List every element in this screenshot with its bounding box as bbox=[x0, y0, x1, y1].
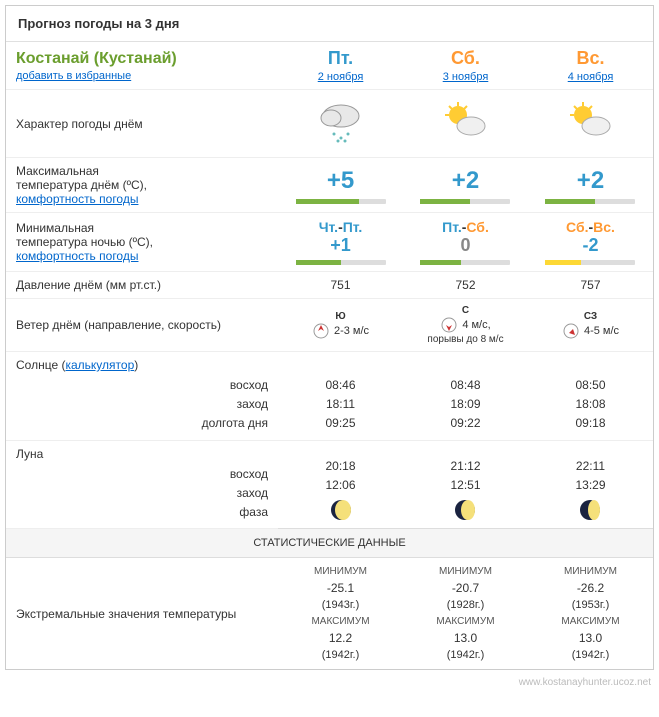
comfort-bar bbox=[296, 260, 386, 265]
pressure-value: 752 bbox=[403, 272, 528, 299]
comfort-bar bbox=[296, 199, 386, 204]
wind-dir: Ю bbox=[288, 311, 393, 322]
comfort-bar bbox=[545, 199, 635, 204]
stat-cell: МИНИМУМ -26.2 (1953г.) МАКСИМУМ 13.0 (19… bbox=[528, 558, 653, 670]
temp-value: +2 bbox=[413, 167, 518, 195]
wind-gust: порывы до 8 м/с bbox=[413, 334, 518, 345]
comfort-link[interactable]: комфортность погоды bbox=[16, 249, 138, 263]
moon-phase-icon bbox=[578, 498, 602, 522]
wind-dir: СЗ bbox=[538, 311, 643, 322]
row-label-sun: Солнце (калькулятор) восход заход долгот… bbox=[6, 352, 278, 441]
sun-data: 08:48 18:09 09:22 bbox=[403, 352, 528, 441]
maxtemp-cell: +5 bbox=[278, 158, 403, 213]
temp-value: -2 bbox=[538, 235, 643, 256]
mintemp-label2: температура ночью (ºС), bbox=[16, 235, 268, 249]
wind-value: 4-5 м/с bbox=[538, 322, 643, 340]
mintemp-label1: Минимальная bbox=[16, 221, 268, 235]
stats-header: СТАТИСТИЧЕСКИЕ ДАННЫЕ bbox=[6, 529, 653, 558]
stat-cell: МИНИМУМ -25.1 (1943г.) МАКСИМУМ 12.2 (19… bbox=[278, 558, 403, 670]
maxtemp-cell: +2 bbox=[403, 158, 528, 213]
sun-sub: восход bbox=[16, 376, 268, 395]
wind-dir: С bbox=[413, 305, 518, 316]
day-abbr: Сб. bbox=[413, 48, 518, 69]
compass-icon bbox=[562, 322, 580, 340]
wind-cell: Ю 2-3 м/с bbox=[278, 299, 403, 352]
temp-value: 0 bbox=[413, 235, 518, 256]
moon-data: 21:12 12:51 bbox=[403, 440, 528, 529]
moon-data: 20:18 12:06 bbox=[278, 440, 403, 529]
moon-data: 22:11 13:29 bbox=[528, 440, 653, 529]
moon-sub: фаза bbox=[16, 503, 268, 522]
moon-phase-icon bbox=[329, 498, 353, 522]
sunny-cloud-icon bbox=[563, 100, 617, 144]
watermark: www.kostanayhunter.ucoz.net bbox=[0, 675, 659, 690]
moon-phase-icon bbox=[453, 498, 477, 522]
weather-icon-cell bbox=[403, 90, 528, 158]
widget-title: Прогноз погоды на 3 дня bbox=[6, 6, 653, 42]
weather-icon-cell bbox=[278, 90, 403, 158]
wind-value: 2-3 м/с bbox=[288, 322, 393, 340]
stats-label: Экстремальные значения температуры bbox=[6, 558, 278, 670]
mintemp-cell: Сб.-Вс. -2 bbox=[528, 213, 653, 272]
row-label-character: Характер погоды днём bbox=[6, 90, 278, 158]
day-abbr: Вс. bbox=[538, 48, 643, 69]
night-range: Сб.-Вс. bbox=[538, 219, 643, 235]
mintemp-cell: Чт.-Пт. +1 bbox=[278, 213, 403, 272]
sun-sub: заход bbox=[16, 395, 268, 414]
stat-cell: МИНИМУМ -20.7 (1928г.) МАКСИМУМ 13.0 (19… bbox=[403, 558, 528, 670]
sunny-cloud-icon bbox=[438, 100, 492, 144]
city-name: Костанай (Кустанай) bbox=[16, 50, 268, 68]
row-label-maxtemp: Максимальная температура днём (ºС), комф… bbox=[6, 158, 278, 213]
mintemp-cell: Пт.-Сб. 0 bbox=[403, 213, 528, 272]
maxtemp-cell: +2 bbox=[528, 158, 653, 213]
sun-sub: долгота дня bbox=[16, 414, 268, 433]
location-cell: Костанай (Кустанай) добавить в избранные bbox=[6, 42, 278, 90]
add-favorite-link[interactable]: добавить в избранные bbox=[16, 70, 131, 82]
wind-cell: С 4 м/с, порывы до 8 м/с bbox=[403, 299, 528, 352]
row-label-wind: Ветер днём (направление, скорость) bbox=[6, 299, 278, 352]
day-header-1: Сб. 3 ноября bbox=[403, 42, 528, 90]
pressure-value: 757 bbox=[528, 272, 653, 299]
row-label-mintemp: Минимальная температура ночью (ºС), комф… bbox=[6, 213, 278, 272]
pressure-value: 751 bbox=[278, 272, 403, 299]
wind-value: 4 м/с, bbox=[413, 316, 518, 334]
day-abbr: Пт. bbox=[288, 48, 393, 69]
day-header-0: Пт. 2 ноября bbox=[278, 42, 403, 90]
moon-sub: восход bbox=[16, 465, 268, 484]
sun-data: 08:46 18:11 09:25 bbox=[278, 352, 403, 441]
calculator-link[interactable]: калькулятор bbox=[65, 358, 134, 372]
temp-value: +2 bbox=[538, 167, 643, 195]
comfort-link[interactable]: комфортность погоды bbox=[16, 192, 138, 206]
night-range: Чт.-Пт. bbox=[288, 219, 393, 235]
compass-icon bbox=[312, 322, 330, 340]
forecast-table: Костанай (Кустанай) добавить в избранные… bbox=[6, 42, 653, 669]
row-label-moon: Луна восход заход фаза bbox=[6, 440, 278, 529]
maxtemp-label2: температура днём (ºС), bbox=[16, 178, 268, 192]
sun-data: 08:50 18:08 09:18 bbox=[528, 352, 653, 441]
forecast-widget: Прогноз погоды на 3 дня Костанай (Кустан… bbox=[5, 5, 654, 670]
night-range: Пт.-Сб. bbox=[413, 219, 518, 235]
compass-icon bbox=[440, 316, 458, 334]
wind-cell: СЗ 4-5 м/с bbox=[528, 299, 653, 352]
snow-cloud-icon bbox=[314, 100, 368, 144]
moon-sub: заход bbox=[16, 484, 268, 503]
weather-icon-cell bbox=[528, 90, 653, 158]
comfort-bar bbox=[420, 260, 510, 265]
day-date-link[interactable]: 4 ноября bbox=[568, 71, 614, 83]
temp-value: +1 bbox=[288, 235, 393, 256]
day-date-link[interactable]: 2 ноября bbox=[318, 71, 364, 83]
comfort-bar bbox=[420, 199, 510, 204]
row-label-pressure: Давление днём (мм рт.ст.) bbox=[6, 272, 278, 299]
day-header-2: Вс. 4 ноября bbox=[528, 42, 653, 90]
day-date-link[interactable]: 3 ноября bbox=[443, 71, 489, 83]
temp-value: +5 bbox=[288, 167, 393, 195]
comfort-bar bbox=[545, 260, 635, 265]
maxtemp-label1: Максимальная bbox=[16, 164, 268, 178]
